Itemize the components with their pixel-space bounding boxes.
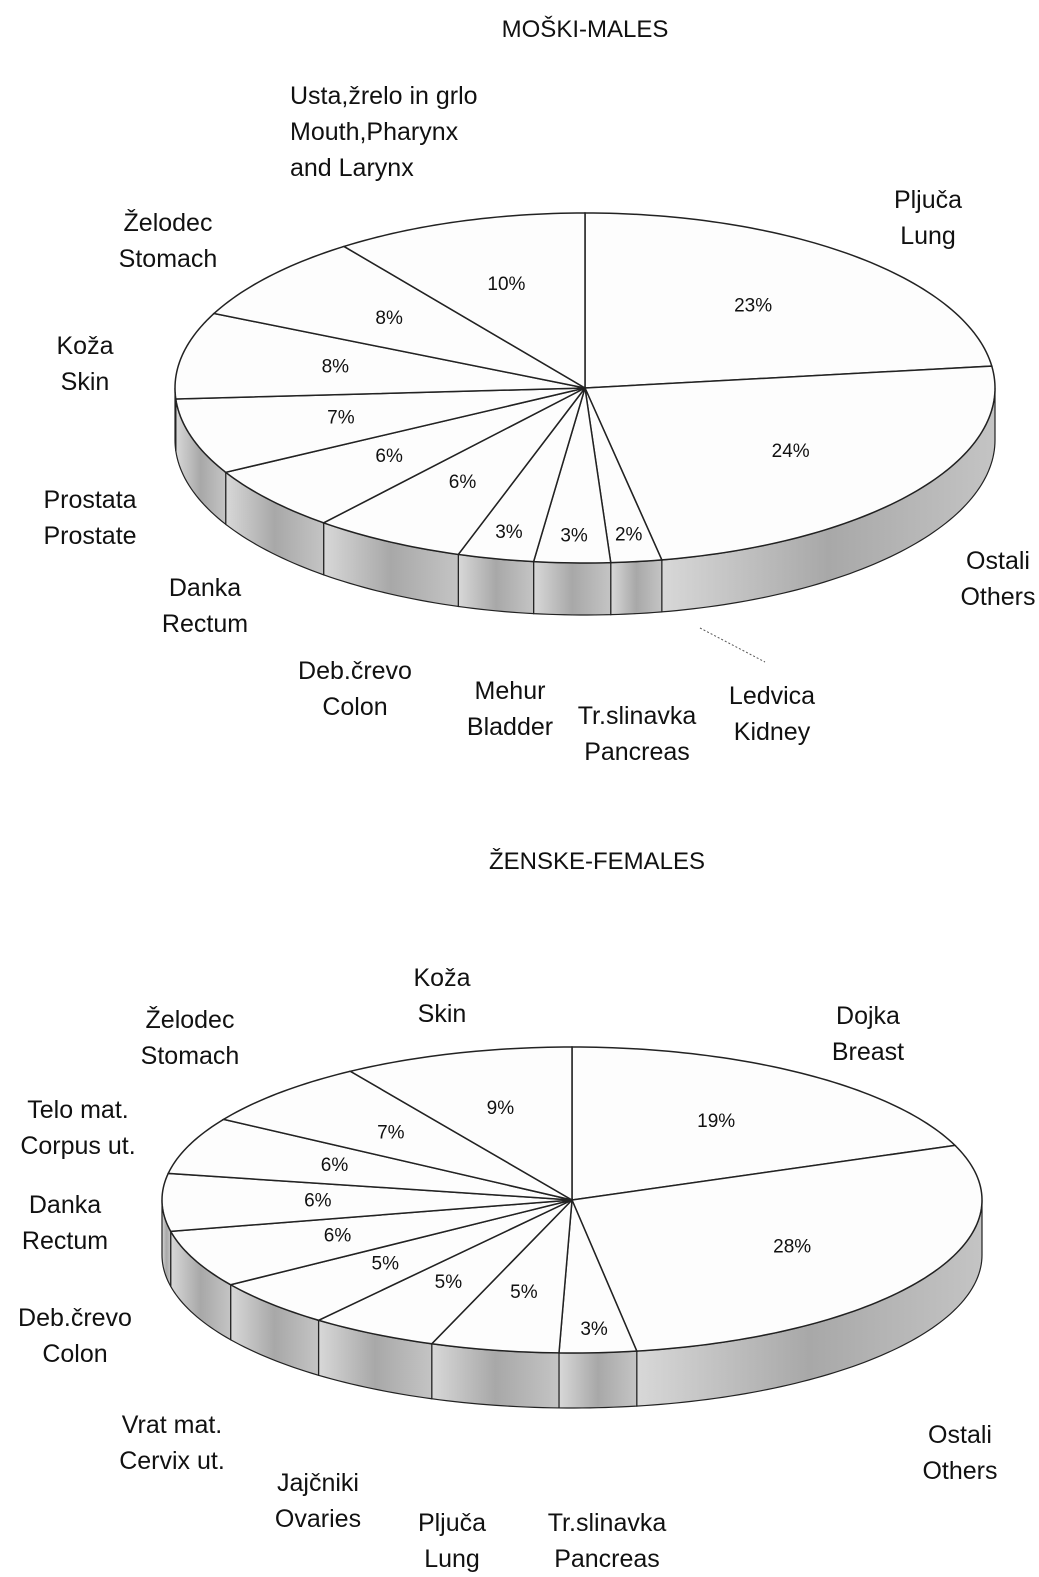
side-face	[610, 559, 663, 616]
pie-slice	[221, 1070, 573, 1201]
category-label: Želodec Stomach	[118, 209, 218, 273]
category-label: Tr.slinavka Pancreas	[577, 702, 697, 766]
leader-line	[699, 627, 766, 663]
value-label: 7%	[377, 1122, 405, 1143]
value-label: 9%	[487, 1098, 515, 1119]
value-label: 19%	[697, 1111, 735, 1132]
category-label: Danka Rectum	[161, 574, 249, 638]
pie-slice	[584, 387, 663, 564]
value-label: 6%	[304, 1191, 332, 1212]
pie-slice	[570, 1144, 983, 1352]
value-label: 5%	[510, 1282, 538, 1303]
pie-slice	[228, 1199, 573, 1322]
category-label: Tr.slinavka Pancreas	[547, 1509, 667, 1573]
pie-slice	[430, 1197, 573, 1354]
pie-slice	[348, 1046, 573, 1202]
category-label: Telo mat. Corpus ut.	[20, 1096, 136, 1160]
category-label: Ledvica Kidney	[728, 682, 816, 746]
chart-title: ŽENSKE-FEMALES	[488, 848, 706, 875]
pie-slice	[342, 212, 586, 390]
value-label: 3%	[560, 526, 588, 547]
category-label: Pljuča Lung	[417, 1509, 487, 1573]
side-face	[431, 1343, 560, 1409]
category-label: Koža Skin	[413, 964, 471, 1028]
value-label: 6%	[449, 472, 477, 493]
value-label: 5%	[435, 1272, 463, 1293]
pie-slice	[584, 212, 993, 389]
value-label: 3%	[580, 1319, 608, 1340]
value-label: 28%	[773, 1236, 811, 1257]
pie-slice	[321, 387, 586, 556]
pie-slice	[532, 387, 612, 564]
pie-slice	[212, 245, 586, 389]
value-label: 8%	[375, 308, 403, 329]
pie-slice	[558, 1199, 638, 1354]
side-face	[457, 553, 535, 615]
value-label: 7%	[327, 407, 355, 428]
category-label: Deb.črevo Colon	[18, 1304, 132, 1368]
value-label: 3%	[495, 522, 523, 543]
side-face	[558, 1350, 638, 1409]
pie-slice	[174, 312, 586, 400]
category-label: Koža Skin	[56, 332, 114, 396]
category-label: Ostali Others	[960, 547, 1036, 611]
pie-slice	[316, 1199, 573, 1345]
chart-title: MOŠKI-MALES	[501, 16, 669, 43]
category-label: Pljuča Lung	[893, 186, 963, 250]
category-label: Jajčniki Ovaries	[274, 1469, 362, 1533]
category-label: Želodec Stomach	[140, 1006, 240, 1070]
pie-slice	[174, 387, 586, 474]
pie-slice	[161, 1172, 573, 1233]
pie-slice	[167, 1118, 573, 1201]
pie-slice	[571, 1046, 957, 1201]
category-label: Danka Rectum	[21, 1191, 109, 1255]
category-label: Prostata Prostate	[43, 486, 137, 550]
category-label: Dojka Breast	[831, 1002, 905, 1066]
side-face	[533, 560, 612, 616]
category-label: Deb.črevo Colon	[298, 657, 412, 721]
value-label: 6%	[375, 446, 403, 467]
value-label: 2%	[615, 525, 643, 546]
category-label: Ostali Others	[922, 1421, 998, 1485]
value-label: 10%	[487, 274, 525, 295]
value-label: 5%	[372, 1253, 400, 1274]
pie-slice	[583, 365, 996, 561]
category-label: Usta,žrelo in grlo Mouth,Pharynx and Lar…	[290, 82, 478, 182]
value-label: 8%	[322, 357, 350, 378]
value-label: 6%	[321, 1155, 349, 1176]
category-label: Vrat mat. Cervix ut.	[119, 1411, 225, 1475]
value-label: 24%	[772, 441, 810, 462]
pie-slice	[223, 387, 586, 524]
value-label: 23%	[734, 296, 772, 317]
value-label: 6%	[324, 1226, 352, 1247]
pie-slice	[169, 1199, 573, 1286]
pie-slice	[456, 387, 586, 563]
category-label: Mehur Bladder	[466, 677, 554, 741]
